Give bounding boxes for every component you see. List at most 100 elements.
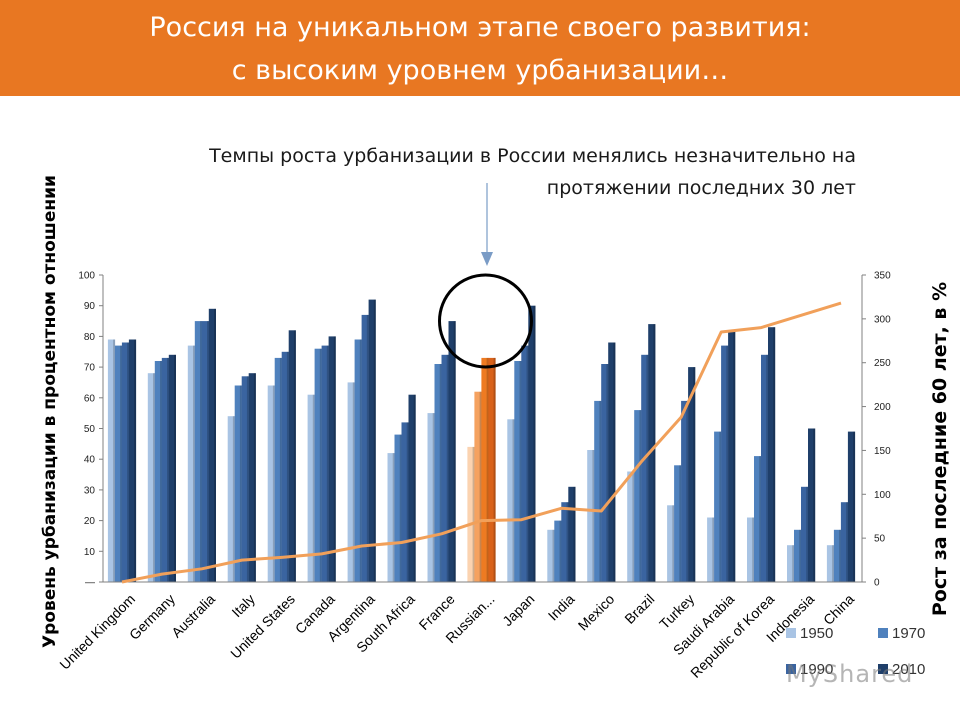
bar-shade-1950-18	[832, 545, 835, 582]
bar-2010-2	[208, 308, 216, 582]
bar-shade-2010-9	[493, 357, 496, 582]
bar-shade-2010-3	[253, 373, 256, 582]
bar-shade-1990-12	[606, 364, 609, 582]
bar-shade-1990-5	[326, 345, 329, 582]
slide-title-line-2: с высоким уровнем урбанизации…	[231, 55, 729, 86]
bar-shade-1950-7	[392, 453, 395, 582]
bar-1990-6	[361, 314, 369, 582]
bar-1950-8	[427, 413, 435, 582]
bar-shade-1970-3	[239, 385, 242, 582]
bar-1950-10	[507, 419, 515, 582]
bar-1950-6	[347, 382, 355, 582]
bar-1990-13	[641, 354, 649, 582]
legend-swatch-1950	[786, 628, 796, 638]
bar-1970-10	[514, 361, 522, 582]
bar-shade-1970-15	[719, 431, 722, 582]
bar-1990-3	[241, 376, 249, 582]
x-tick-label: China	[820, 591, 857, 628]
x-tick-label: Australia	[168, 591, 218, 641]
slide-title-line-1: Россия на уникальном этапе своего развит…	[149, 12, 811, 43]
bar-shade-1950-4	[272, 385, 275, 582]
bar-1990-2	[201, 321, 209, 582]
bar-shade-1990-1	[167, 357, 169, 582]
bar-shade-1990-3	[246, 376, 249, 582]
bar-shade-1950-2	[193, 345, 195, 582]
y-left-tick-label: 20	[84, 516, 96, 527]
y-left-tick-label: 50	[84, 424, 96, 435]
bar-1990-1	[161, 357, 169, 582]
bar-1950-14	[667, 505, 675, 583]
bar-shade-1970-11	[559, 520, 562, 582]
bar-1970-14	[674, 465, 682, 582]
y-left-tick-label: 10	[84, 547, 96, 558]
bar-shade-2010-17	[813, 428, 816, 582]
bar-shade-1990-15	[726, 345, 729, 582]
bar-2010-14	[688, 367, 696, 582]
bar-1970-4	[274, 357, 282, 582]
bar-shade-1970-4	[279, 357, 282, 582]
bar-shade-1970-17	[799, 529, 802, 582]
bar-shade-2010-16	[773, 327, 776, 582]
bar-1990-14	[681, 400, 689, 582]
bar-shade-1950-17	[792, 545, 795, 582]
y-right-tick-label: 100	[874, 490, 891, 501]
bar-1950-0	[107, 339, 116, 582]
bar-shade-2010-14	[693, 367, 696, 582]
bar-1950-13	[627, 471, 635, 582]
bar-shade-1970-2	[200, 321, 202, 582]
bar-shade-1950-1	[153, 373, 155, 582]
bar-shade-1950-15	[712, 517, 715, 582]
bar-2010-4	[288, 330, 296, 582]
bar-shade-1950-10	[512, 419, 515, 582]
y-left-tick-label: 40	[84, 455, 96, 466]
bar-1970-7	[394, 434, 402, 582]
bar-shade-1950-0	[113, 339, 116, 582]
y-right-tick-label: 350	[874, 271, 891, 282]
bar-2010-10	[528, 305, 536, 582]
bar-1970-2	[194, 321, 202, 582]
annotation-layer	[438, 183, 533, 369]
bar-2010-12	[608, 342, 616, 582]
y-left-tick-label: 90	[84, 301, 96, 312]
title-banner: Россия на уникальном этапе своего развит…	[0, 0, 960, 96]
legend-swatch-1990	[786, 664, 796, 674]
legend-label-2010: 2010	[892, 661, 925, 678]
bar-shade-2010-18	[853, 431, 856, 582]
bar-1970-6	[354, 339, 362, 582]
legend-swatch-2010	[878, 664, 888, 674]
bar-shade-1970-16	[759, 456, 762, 582]
bar-2010-7	[408, 394, 416, 582]
bar-1950-18	[826, 545, 835, 582]
bar-shade-1970-9	[479, 391, 482, 582]
bar-1990-12	[601, 364, 609, 582]
bar-1970-16	[754, 456, 762, 582]
bar-1970-17	[794, 529, 802, 582]
bar-shade-1950-11	[552, 529, 555, 582]
x-tick-label: Brazil	[621, 591, 657, 627]
bar-1950-15	[707, 517, 715, 582]
bar-shade-2010-12	[613, 342, 616, 582]
subtitle: Темпы роста урбанизации в России менялис…	[209, 145, 856, 199]
bar-1990-10	[521, 345, 529, 582]
growth-line	[121, 301, 842, 584]
bar-1950-4	[267, 385, 275, 582]
bar-shade-1970-1	[160, 361, 162, 582]
bar-2010-1	[168, 354, 176, 582]
bar-shade-1970-12	[599, 400, 602, 582]
bar-1950-1	[147, 373, 155, 582]
bar-shade-1950-16	[752, 517, 755, 582]
bar-shade-1970-8	[439, 364, 442, 582]
bar-1950-16	[747, 517, 755, 582]
bar-1950-3	[227, 416, 235, 582]
bar-shade-1970-0	[120, 345, 123, 582]
bar-1990-11	[561, 502, 569, 582]
watermark: MyShared	[786, 660, 914, 688]
bar-1990-16	[761, 354, 769, 582]
bar-shade-1950-13	[632, 471, 635, 582]
axes-layer: — 10 20 30 40 50 60 70 80 90 100 0 50 100 150 200 250 300…	[78, 271, 891, 589]
bar-shade-1990-17	[806, 486, 809, 582]
bar-2010-9	[488, 357, 496, 582]
bar-1990-9	[481, 357, 489, 582]
bar-shade-1990-13	[646, 354, 649, 582]
